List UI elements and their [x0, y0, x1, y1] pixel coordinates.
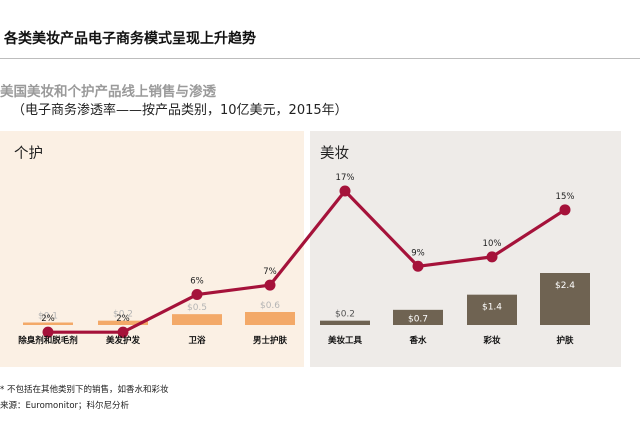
- bar: [393, 309, 443, 325]
- bar-value-label: $0.2: [113, 310, 133, 320]
- penetration-label: 2%: [116, 314, 130, 324]
- penetration-label: 7%: [263, 267, 277, 277]
- chart-subtitle: （电子商务渗透率——按产品类别，10亿美元，2015年）: [12, 103, 348, 118]
- footnote-source: 来源：Euromonitor；科尔尼分析: [0, 401, 130, 411]
- category-label: 男士护肤: [253, 335, 288, 346]
- chart-title: 美国美妆和个护产品线上销售与渗透: [0, 84, 216, 100]
- bar: [23, 322, 73, 325]
- category-label: 美妆工具: [328, 335, 363, 346]
- footnote-note: * 不包括在其他类别下的销售，如香水和彩妆: [0, 385, 169, 395]
- penetration-label: 10%: [483, 239, 502, 249]
- category-label: 除臭剂和脱毛剂: [18, 335, 78, 346]
- beauty-panel-label: 美妆: [320, 146, 349, 162]
- bar-value-label: $1.4: [482, 303, 502, 313]
- penetration-point: [486, 251, 498, 263]
- bar-value-label: $0.6: [260, 301, 280, 311]
- bar: [467, 294, 517, 325]
- bar-value-label: $0.1: [38, 312, 58, 322]
- bar: [245, 312, 295, 325]
- bar: [172, 314, 222, 325]
- personal-care-panel-label: 个护: [14, 146, 43, 162]
- bar: [320, 320, 370, 325]
- penetration-label: 17%: [336, 173, 355, 183]
- penetration-label: 15%: [556, 192, 575, 202]
- bar-value-label: $0.5: [187, 303, 207, 313]
- bar: [98, 320, 148, 325]
- penetration-point: [339, 185, 351, 197]
- category-label: 护肤: [556, 335, 574, 346]
- penetration-label: 6%: [190, 277, 204, 287]
- beauty-panel: [310, 131, 621, 367]
- penetration-line: [48, 189, 566, 334]
- bar-value-label: $2.4: [555, 281, 575, 291]
- penetration-label: 9%: [411, 248, 425, 258]
- penetration-point: [191, 289, 203, 301]
- penetration-point: [264, 279, 276, 291]
- penetration-point: [117, 326, 129, 338]
- category-label: 香水: [408, 335, 427, 346]
- bar-value-label: $0.7: [408, 314, 428, 324]
- category-label: 美发护发: [106, 335, 141, 346]
- bar-value-label: $0.2: [335, 310, 355, 320]
- title-divider: [0, 58, 640, 59]
- penetration-point: [559, 204, 571, 216]
- penetration-point: [412, 260, 424, 272]
- bar: [540, 273, 590, 325]
- penetration-point: [42, 326, 54, 338]
- category-label: 卫浴: [188, 335, 206, 346]
- page-title: 各类美妆产品电子商务模式呈现上升趋势: [4, 31, 256, 47]
- penetration-label: 2%: [41, 314, 55, 324]
- category-label: 彩妆: [482, 335, 501, 346]
